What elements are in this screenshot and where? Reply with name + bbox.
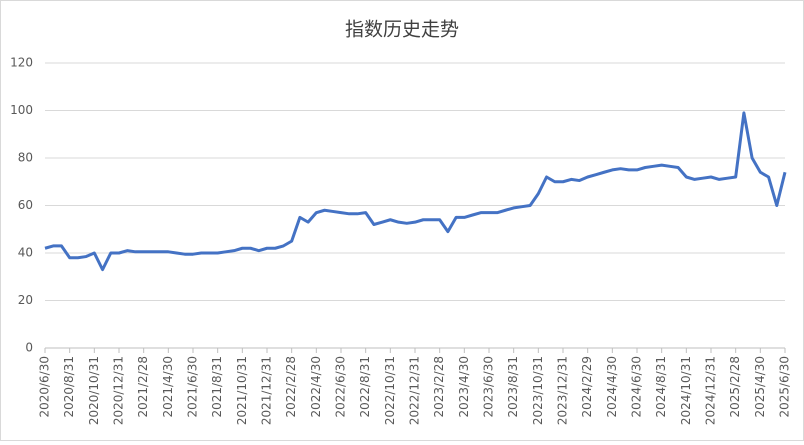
y-tick-label: 80 [18, 151, 33, 165]
x-tick-label: 2025/4/30 [753, 356, 767, 418]
x-tick-label: 2023/8/31 [506, 356, 520, 418]
data-line [44, 111, 787, 272]
x-tick-label: 2023/2/28 [432, 356, 446, 418]
x-tick-label: 2023/4/30 [457, 356, 471, 418]
x-tick-label: 2024/6/30 [630, 356, 644, 418]
x-tick-label: 2022/8/31 [358, 356, 372, 418]
x-tick-label: 2023/12/31 [556, 356, 570, 425]
x-tick-label: 2025/6/30 [778, 356, 792, 418]
x-tick-label: 2022/2/28 [284, 356, 298, 418]
x-tick-label: 2020/8/31 [62, 356, 76, 418]
x-tick-label: 2024/4/30 [605, 356, 619, 418]
x-tick-label: 2024/2/29 [580, 356, 594, 418]
x-tick-label: 2021/4/30 [161, 356, 175, 418]
y-tick-label: 100 [10, 103, 33, 117]
x-tick-label: 2020/6/30 [38, 356, 52, 418]
x-tick-label: 2024/12/31 [704, 356, 718, 425]
x-tick-label: 2022/4/30 [309, 356, 323, 418]
x-tick-label: 2020/10/31 [87, 356, 101, 425]
x-tick-label: 2021/10/31 [235, 356, 249, 425]
x-tick-label: 2023/6/30 [482, 356, 496, 418]
x-tick-label: 2021/2/28 [136, 356, 150, 418]
x-tick-label: 2024/10/31 [679, 356, 693, 425]
x-tick-label: 2025/2/28 [728, 356, 742, 418]
x-tick-label: 2021/6/30 [186, 356, 200, 418]
x-tick-label: 2021/8/31 [210, 356, 224, 418]
chart-title: 指数历史走势 [345, 19, 459, 41]
y-tick-label: 120 [10, 56, 33, 70]
y-tick-label: 20 [18, 293, 33, 307]
x-tick-label: 2022/6/30 [334, 356, 348, 418]
x-tick-label: 2020/12/31 [112, 356, 126, 425]
x-tick-label: 2022/12/31 [408, 356, 422, 425]
y-tick-label: 60 [18, 198, 33, 212]
y-tick-label: 40 [18, 246, 33, 260]
x-tick-label: 2021/12/31 [260, 356, 274, 425]
x-tick-label: 2023/10/31 [531, 356, 545, 425]
x-tick-label: 2024/8/31 [654, 356, 668, 418]
x-tick-label: 2022/10/31 [383, 356, 397, 425]
y-tick-label: 0 [25, 341, 33, 355]
